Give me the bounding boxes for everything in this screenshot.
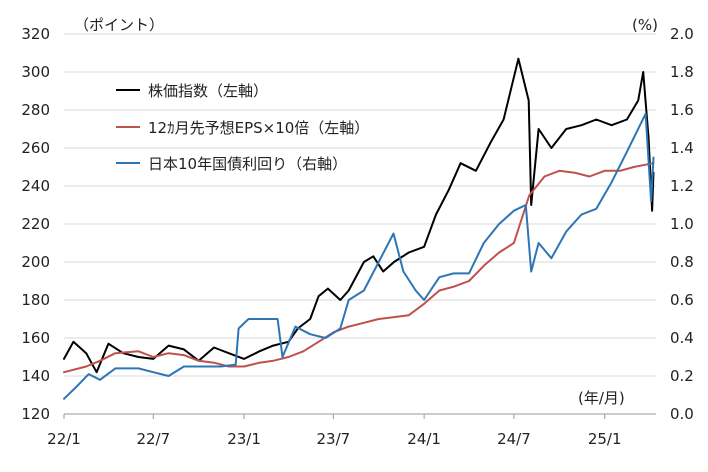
x-axis-unit: (年/月) <box>578 389 625 407</box>
right-tick-label: 1.0 <box>670 215 694 233</box>
x-tick-label: 24/1 <box>407 430 441 448</box>
right-tick-label: 2.0 <box>670 25 694 43</box>
left-tick-label: 180 <box>21 291 50 309</box>
legend-label-stock-index: 株価指数（左軸） <box>148 82 268 100</box>
left-tick-label: 140 <box>21 367 50 385</box>
left-axis-ticks: 120 140 160 180 200 220 240 260 280 300 320 <box>21 25 50 423</box>
right-tick-label: 1.8 <box>670 63 694 81</box>
right-tick-label: 0.8 <box>670 253 694 271</box>
left-axis-unit: （ポイント） <box>74 16 164 34</box>
x-tick-label: 22/7 <box>136 430 170 448</box>
legend: 株価指数（左軸） 12ｶ月先予想EPS×10倍（左軸） 日本10年国債利回り（右… <box>116 82 369 173</box>
right-axis-ticks: 0.0 0.2 0.4 0.6 0.8 1.0 1.2 1.4 1.6 1.8 2.0 <box>670 25 694 423</box>
left-tick-label: 300 <box>21 63 50 81</box>
series-line-eps <box>63 162 655 374</box>
right-axis-unit: (%) <box>632 16 658 34</box>
right-tick-label: 1.4 <box>670 139 694 157</box>
legend-label-eps: 12ｶ月先予想EPS×10倍（左軸） <box>148 119 369 137</box>
x-tick-label: 24/7 <box>497 430 531 448</box>
left-tick-label: 120 <box>21 405 50 423</box>
x-tick-label: 25/1 <box>588 430 622 448</box>
x-tick-label: 23/1 <box>227 430 261 448</box>
x-axis-ticks: 22/1 22/7 23/1 23/7 24/1 24/7 25/1 <box>47 414 622 448</box>
series-line-jgb-yield <box>63 112 655 400</box>
x-tick-label: 22/1 <box>47 430 81 448</box>
left-tick-label: 260 <box>21 139 50 157</box>
right-tick-label: 1.2 <box>670 177 694 195</box>
gridlines <box>64 33 656 415</box>
right-tick-label: 0.2 <box>670 367 694 385</box>
right-tick-label: 0.0 <box>670 405 694 423</box>
series-lines <box>63 57 655 400</box>
left-tick-label: 320 <box>21 25 50 43</box>
series-line-stock-index <box>63 57 655 374</box>
right-tick-label: 0.6 <box>670 291 694 309</box>
x-tick-label: 23/7 <box>317 430 351 448</box>
left-tick-label: 200 <box>21 253 50 271</box>
legend-label-jgb-yield: 日本10年国債利回り（右軸） <box>148 155 347 173</box>
left-tick-label: 220 <box>21 215 50 233</box>
left-tick-label: 240 <box>21 177 50 195</box>
left-tick-label: 280 <box>21 101 50 119</box>
left-tick-label: 160 <box>21 329 50 347</box>
right-tick-label: 1.6 <box>670 101 694 119</box>
right-tick-label: 0.4 <box>670 329 694 347</box>
